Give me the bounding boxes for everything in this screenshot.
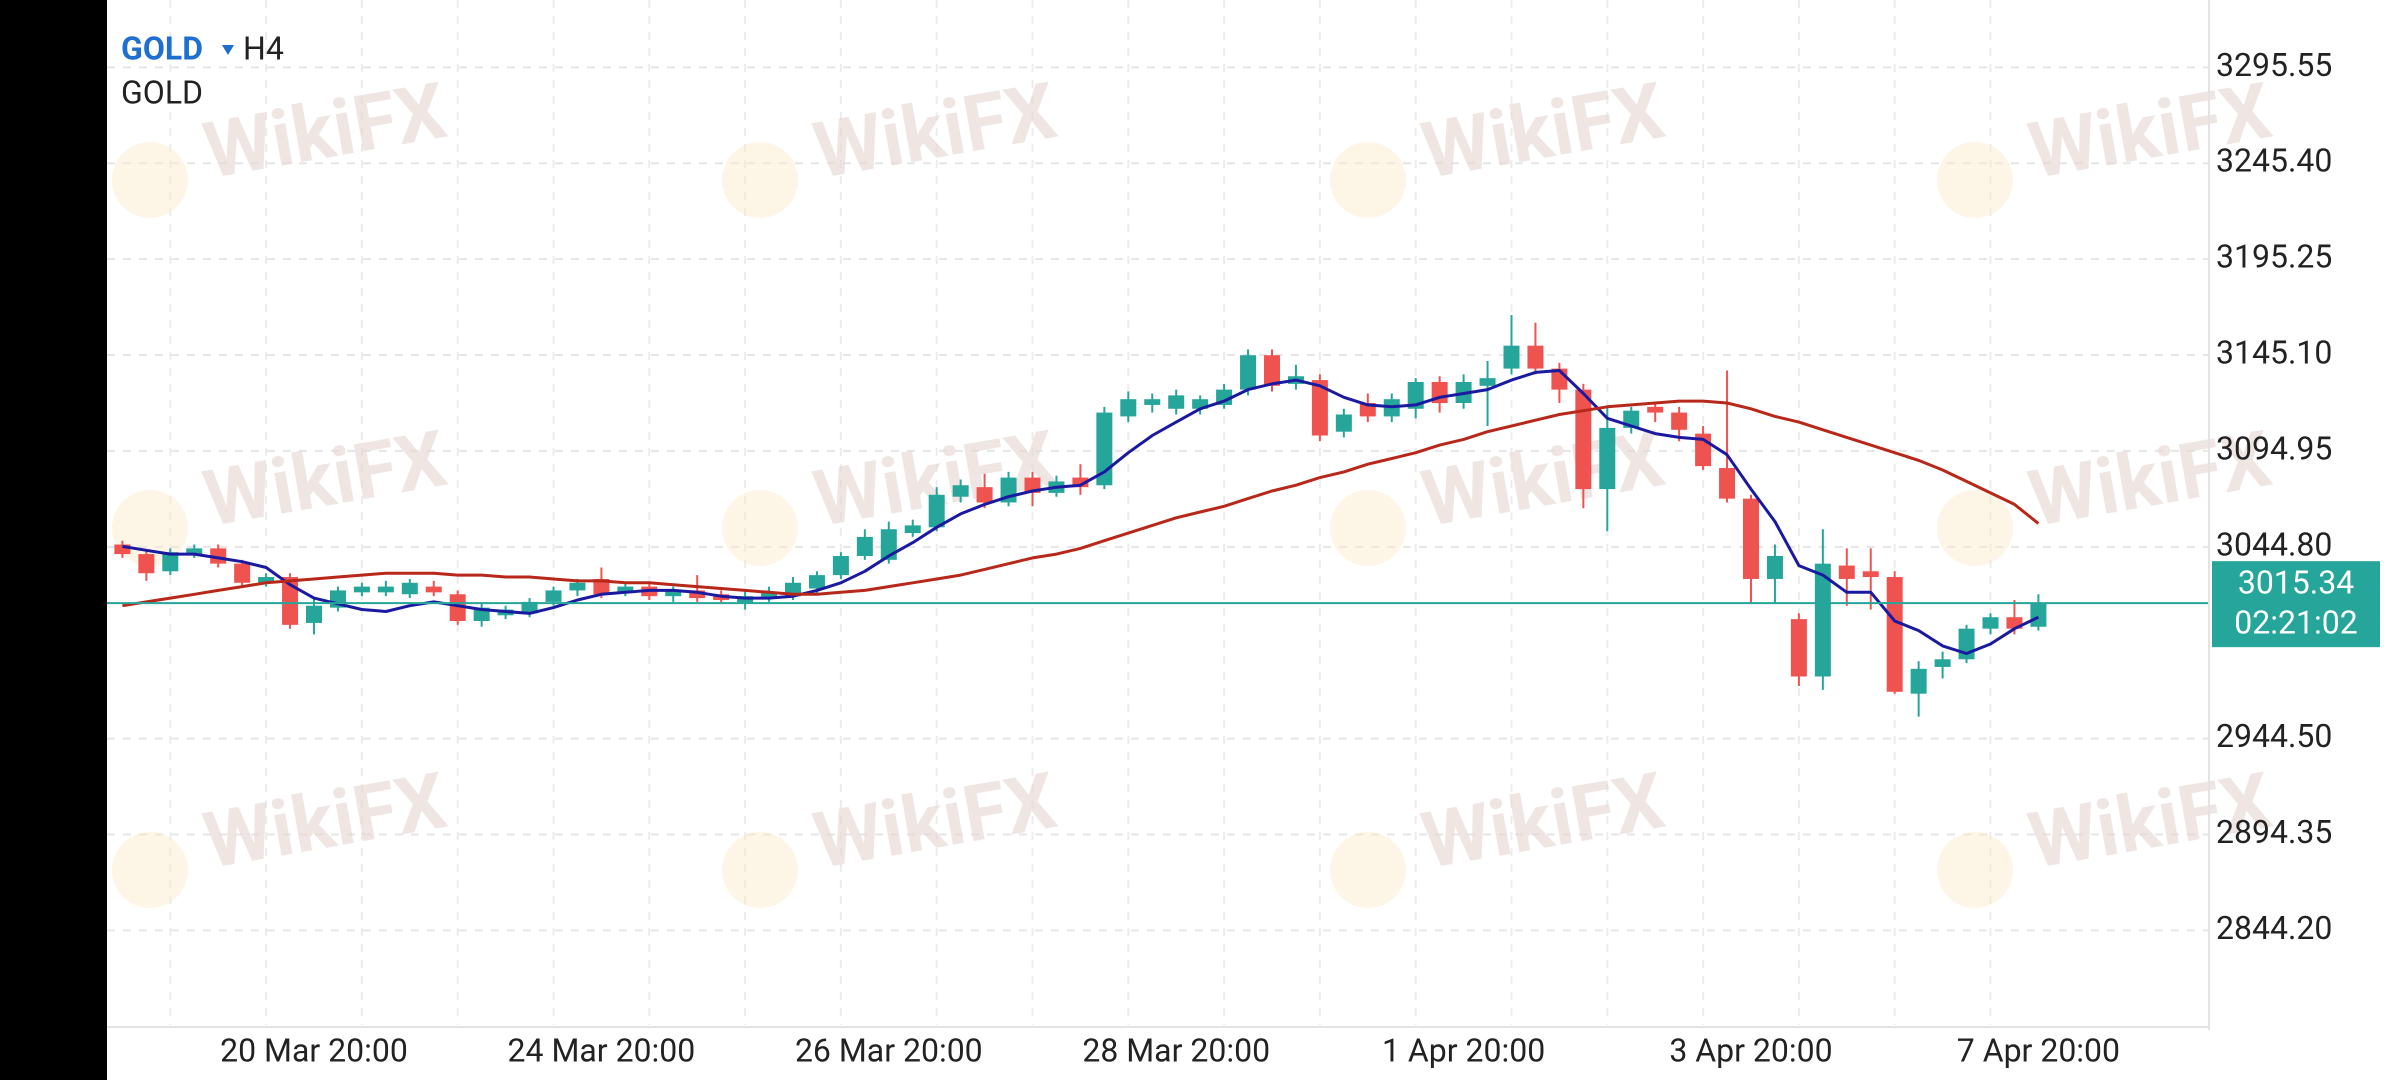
dropdown-icon[interactable] [222, 45, 234, 55]
candle-body [306, 605, 322, 623]
y-tick-label: 3295.55 [2216, 46, 2332, 84]
plot [107, 315, 2209, 717]
x-tick-label: 26 Mar 20:00 [795, 1031, 983, 1069]
candle-body [1311, 380, 1328, 436]
y-tick-label: 3094.95 [2216, 429, 2332, 467]
candle-body [904, 525, 921, 534]
candle-body [761, 592, 778, 599]
watermark-logo [722, 490, 798, 566]
candle-body [1240, 355, 1257, 390]
x-tick-label: 24 Mar 20:00 [508, 1031, 696, 1069]
x-tick-label: 7 Apr 20:00 [1957, 1031, 2120, 1069]
candle-body [377, 586, 394, 593]
candle-body [258, 577, 275, 583]
candle-body [2030, 603, 2047, 627]
candle-body [353, 586, 370, 593]
timeframe[interactable]: H4 [243, 29, 284, 67]
candle-body [1144, 399, 1161, 405]
x-tick-label: 28 Mar 20:00 [1082, 1031, 1270, 1069]
candle-body [856, 536, 873, 557]
watermark-logo [1937, 490, 2013, 566]
last-price-box [2212, 561, 2380, 648]
candle-body [1192, 399, 1209, 409]
x-tick-label: 3 Apr 20:00 [1669, 1031, 1832, 1069]
grid [73, 0, 2209, 1025]
candle-body [1575, 389, 1592, 490]
candle-body [1264, 355, 1280, 386]
candle-body [569, 582, 586, 591]
x-tick-label: 1 Apr 20:00 [1382, 1031, 1545, 1069]
watermark-logo [1937, 142, 2013, 218]
last-price-label: 3015.34 [2238, 564, 2354, 602]
candle-body [1886, 577, 1903, 692]
candle-body [282, 577, 299, 625]
watermark-logo [112, 142, 188, 218]
y-tick-label: 3145.10 [2216, 333, 2332, 371]
candle-body [234, 563, 251, 583]
candle-body [1527, 345, 1544, 369]
candle-body [1934, 659, 1951, 667]
candle-body [1168, 395, 1185, 409]
candle-body [1838, 565, 1855, 579]
y-tick-label: 2894.35 [2216, 813, 2332, 851]
candle-body [162, 552, 179, 572]
candle-body [1910, 668, 1927, 694]
ma-line [122, 399, 2040, 608]
y-tick-label: 2844.20 [2216, 909, 2332, 947]
candle-body [1120, 399, 1137, 417]
candle-body [1719, 468, 1736, 499]
y-tick-label: 3245.40 [2216, 142, 2332, 180]
candle-body [1479, 378, 1496, 386]
left-bar [0, 0, 107, 1080]
candle-body [521, 601, 538, 614]
y-tick-label: 3044.80 [2216, 525, 2332, 563]
candle-body [401, 582, 418, 595]
candle-body [545, 590, 562, 602]
candle-body [1599, 427, 1616, 490]
candle-body [138, 554, 155, 574]
candle-body [737, 596, 754, 604]
candle-body [2006, 617, 2023, 629]
symbol[interactable]: GOLD [121, 29, 203, 67]
y-tick-label: 2944.50 [2216, 717, 2332, 755]
candle-body [976, 487, 993, 503]
watermark-logo [722, 832, 798, 908]
candle-body [1335, 414, 1352, 432]
candle-body [1072, 477, 1089, 488]
candle-body [186, 548, 203, 555]
candle-body [1647, 406, 1664, 413]
watermark-logo [112, 832, 188, 908]
watermark-logo [1330, 490, 1406, 566]
candle-body [1790, 619, 1807, 677]
candle-body [1814, 563, 1831, 677]
watermark-logo [1937, 832, 2013, 908]
y-tick-label: 3195.25 [2216, 238, 2332, 276]
candle-body [689, 590, 706, 599]
candle-body [1671, 412, 1688, 430]
candle-body [1862, 571, 1879, 578]
candle-body [114, 544, 131, 555]
candle-body [1982, 617, 1999, 629]
subtitle: GOLD [121, 73, 203, 111]
candle-body [1743, 498, 1759, 579]
candle-body [952, 485, 969, 497]
candle-body [1766, 556, 1783, 579]
x-tick-label: 20 Mar 20:00 [220, 1031, 408, 1069]
candle-body [928, 494, 945, 528]
candle-body [832, 556, 849, 576]
watermark-logo [1330, 832, 1406, 908]
candle-body [449, 594, 466, 622]
candle-body [593, 578, 610, 595]
candle-body [425, 586, 442, 593]
candle-body [617, 586, 634, 593]
watermark-logo [722, 142, 798, 218]
candle-body [808, 575, 825, 589]
watermark-logo [1330, 142, 1406, 218]
candle-body [665, 590, 682, 597]
countdown: 02:21:02 [2234, 604, 2357, 642]
candle-body [1503, 345, 1520, 369]
